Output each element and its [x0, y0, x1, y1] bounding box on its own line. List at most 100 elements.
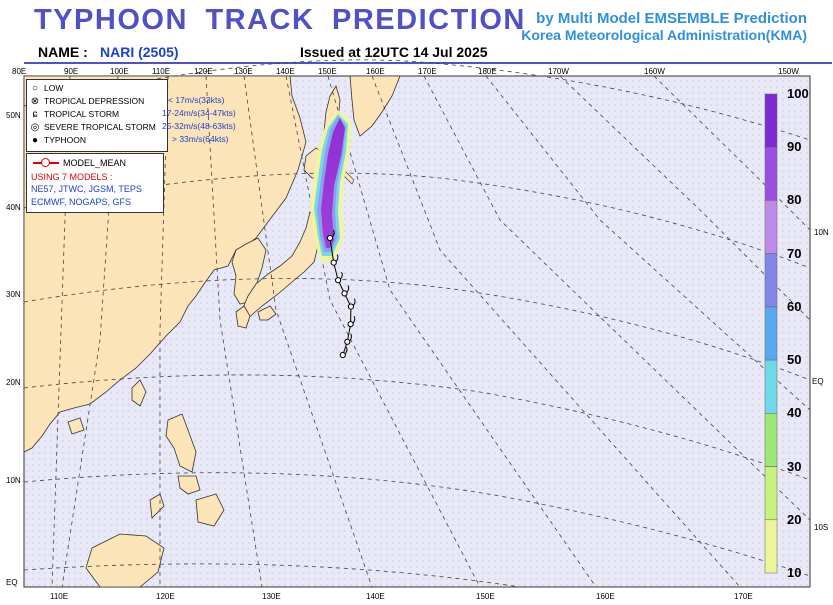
- axis-bottom-160e: 160E: [596, 592, 615, 601]
- axis-left-50n: 50N: [6, 111, 21, 120]
- axis-top-170w: 170W: [548, 67, 569, 76]
- axis-bottom-130e: 130E: [262, 592, 281, 601]
- colorbar-segment: [764, 306, 778, 361]
- axis-bottom-120e: 120E: [156, 592, 175, 601]
- storm-hook-mark: [344, 346, 348, 355]
- luzon: [165, 413, 197, 473]
- typhoon-filled-icon: ●: [31, 134, 39, 146]
- axis-top-100e: 100E: [110, 67, 129, 76]
- axis-bottom-140e: 140E: [366, 592, 385, 601]
- low-circle-icon: ○: [31, 82, 39, 94]
- track-point: [330, 259, 337, 266]
- axis-top-150w: 150W: [778, 67, 799, 76]
- model-mean-line-icon: [33, 158, 59, 167]
- colorbar-label: 70: [787, 245, 802, 261]
- axis-top-80e: 80E: [12, 67, 27, 76]
- legend-row-severe: ◎ SEVERE TROPICAL STORM: [30, 121, 156, 133]
- axis-top-110e: 110E: [152, 67, 171, 76]
- axis-left-10n: 10N: [6, 476, 21, 485]
- colorbar-label: 100: [787, 86, 809, 101]
- axis-left-30n: 30N: [6, 290, 21, 299]
- range-depression: < 17m/s(33kts): [168, 95, 225, 105]
- colorbar-label: 20: [787, 511, 802, 527]
- axis-left-eq: EQ: [6, 578, 18, 587]
- axis-left-40n: 40N: [6, 203, 21, 212]
- japan-honshu: [241, 211, 323, 321]
- models-using: USING 7 MODELS :: [31, 172, 113, 182]
- range-typhoon: > 33m/s(64kts): [172, 134, 229, 144]
- probability-colorbar: [764, 93, 778, 574]
- range-severe: 25-32m/s(48-63kts): [162, 121, 236, 131]
- colorbar-segment: [764, 253, 778, 308]
- severe-storm-icon: ◎: [30, 121, 40, 133]
- track-point: [344, 338, 351, 345]
- storm-hook-mark: [340, 271, 343, 280]
- axis-top-150e: 150E: [318, 67, 337, 76]
- japan-kyushu: [235, 305, 251, 329]
- storm-hook-icon: ɕ: [32, 108, 38, 120]
- mindanao: [195, 493, 225, 527]
- kamchatka: [349, 75, 401, 137]
- hainan: [67, 417, 85, 435]
- page-title: TYPHOON TRACK PREDICTION: [34, 4, 526, 36]
- axis-bottom-170e: 170E: [734, 592, 753, 601]
- colorbar-segment: [764, 359, 778, 414]
- colorbar-segment: [764, 200, 778, 254]
- axis-top-90e: 90E: [64, 67, 79, 76]
- axis-right-10n: 10N: [814, 228, 829, 237]
- byline-model: by Multi Model EMSEMBLE Prediction: [536, 10, 807, 27]
- colorbar-label: 50: [787, 352, 802, 368]
- track-point: [347, 321, 354, 328]
- japan-shikoku: [257, 305, 277, 321]
- axis-top-140e: 140E: [276, 67, 295, 76]
- colorbar-label: 60: [787, 298, 802, 314]
- legend-row-typhoon: ● TYPHOON: [31, 134, 87, 146]
- storm-hook-mark: [352, 315, 356, 324]
- storm-name-label: NAME :: [38, 44, 88, 60]
- colorbar-segment: [764, 519, 778, 574]
- palawan: [149, 493, 165, 519]
- colorbar-segment: [764, 466, 778, 521]
- axis-right-10s: 10S: [814, 523, 829, 532]
- range-storm: 17-24m/s(34-47kts): [162, 108, 236, 118]
- intensity-legend: ○ LOW ⊗ TROPICAL DEPRESSION ɕ TROPICAL STOR…: [26, 79, 168, 152]
- colorbar-label: 90: [787, 139, 802, 155]
- colorbar-label: 10: [787, 565, 802, 580]
- storm-hook-mark: [335, 254, 339, 262]
- axis-top-170e: 170E: [418, 67, 437, 76]
- storm-hook-mark: [346, 285, 350, 293]
- axis-left-20n: 20N: [6, 378, 21, 387]
- legend-row-depression: ⊗ TROPICAL DEPRESSION: [30, 95, 145, 107]
- storm-hook-mark: [331, 229, 335, 238]
- model-mean-row: MODEL_MEAN: [33, 158, 126, 168]
- legend-row-low: ○ LOW: [31, 82, 64, 94]
- axis-top-160e: 160E: [366, 67, 385, 76]
- forecast-track: [326, 229, 356, 359]
- track-point: [339, 351, 346, 359]
- taiwan: [131, 379, 147, 407]
- models-box: MODEL_MEAN USING 7 MODELS : NE57, JTWC, …: [26, 153, 164, 213]
- track-point: [341, 290, 348, 297]
- colorbar-label: 30: [787, 458, 802, 474]
- axis-top-160w: 160W: [644, 67, 665, 76]
- depression-cross-icon: ⊗: [30, 95, 40, 107]
- colorbar-label: 80: [787, 192, 802, 208]
- axis-bottom-110e: 110E: [50, 592, 69, 601]
- track-point: [347, 303, 354, 310]
- colorbar-segment: [764, 146, 778, 201]
- axis-top-120e: 120E: [194, 67, 213, 76]
- axis-right-eq: EQ: [812, 377, 824, 386]
- issued-time: Issued at 12UTC 14 Jul 2025: [300, 44, 488, 60]
- models-line2: ECMWF, NOGAPS, GFS: [31, 197, 132, 207]
- colorbar-segment: [764, 413, 778, 467]
- axis-bottom-150e: 150E: [476, 592, 495, 601]
- colorbar-label: 40: [787, 405, 802, 421]
- borneo: [85, 533, 165, 588]
- axis-top-180e: 180E: [478, 67, 497, 76]
- storm-hook-mark: [349, 333, 352, 342]
- track-point: [326, 234, 334, 242]
- probability-plume: [310, 110, 352, 262]
- storm-name-value: NARI (2505): [100, 44, 179, 60]
- track-point: [335, 277, 342, 284]
- colorbar-segment: [764, 93, 778, 148]
